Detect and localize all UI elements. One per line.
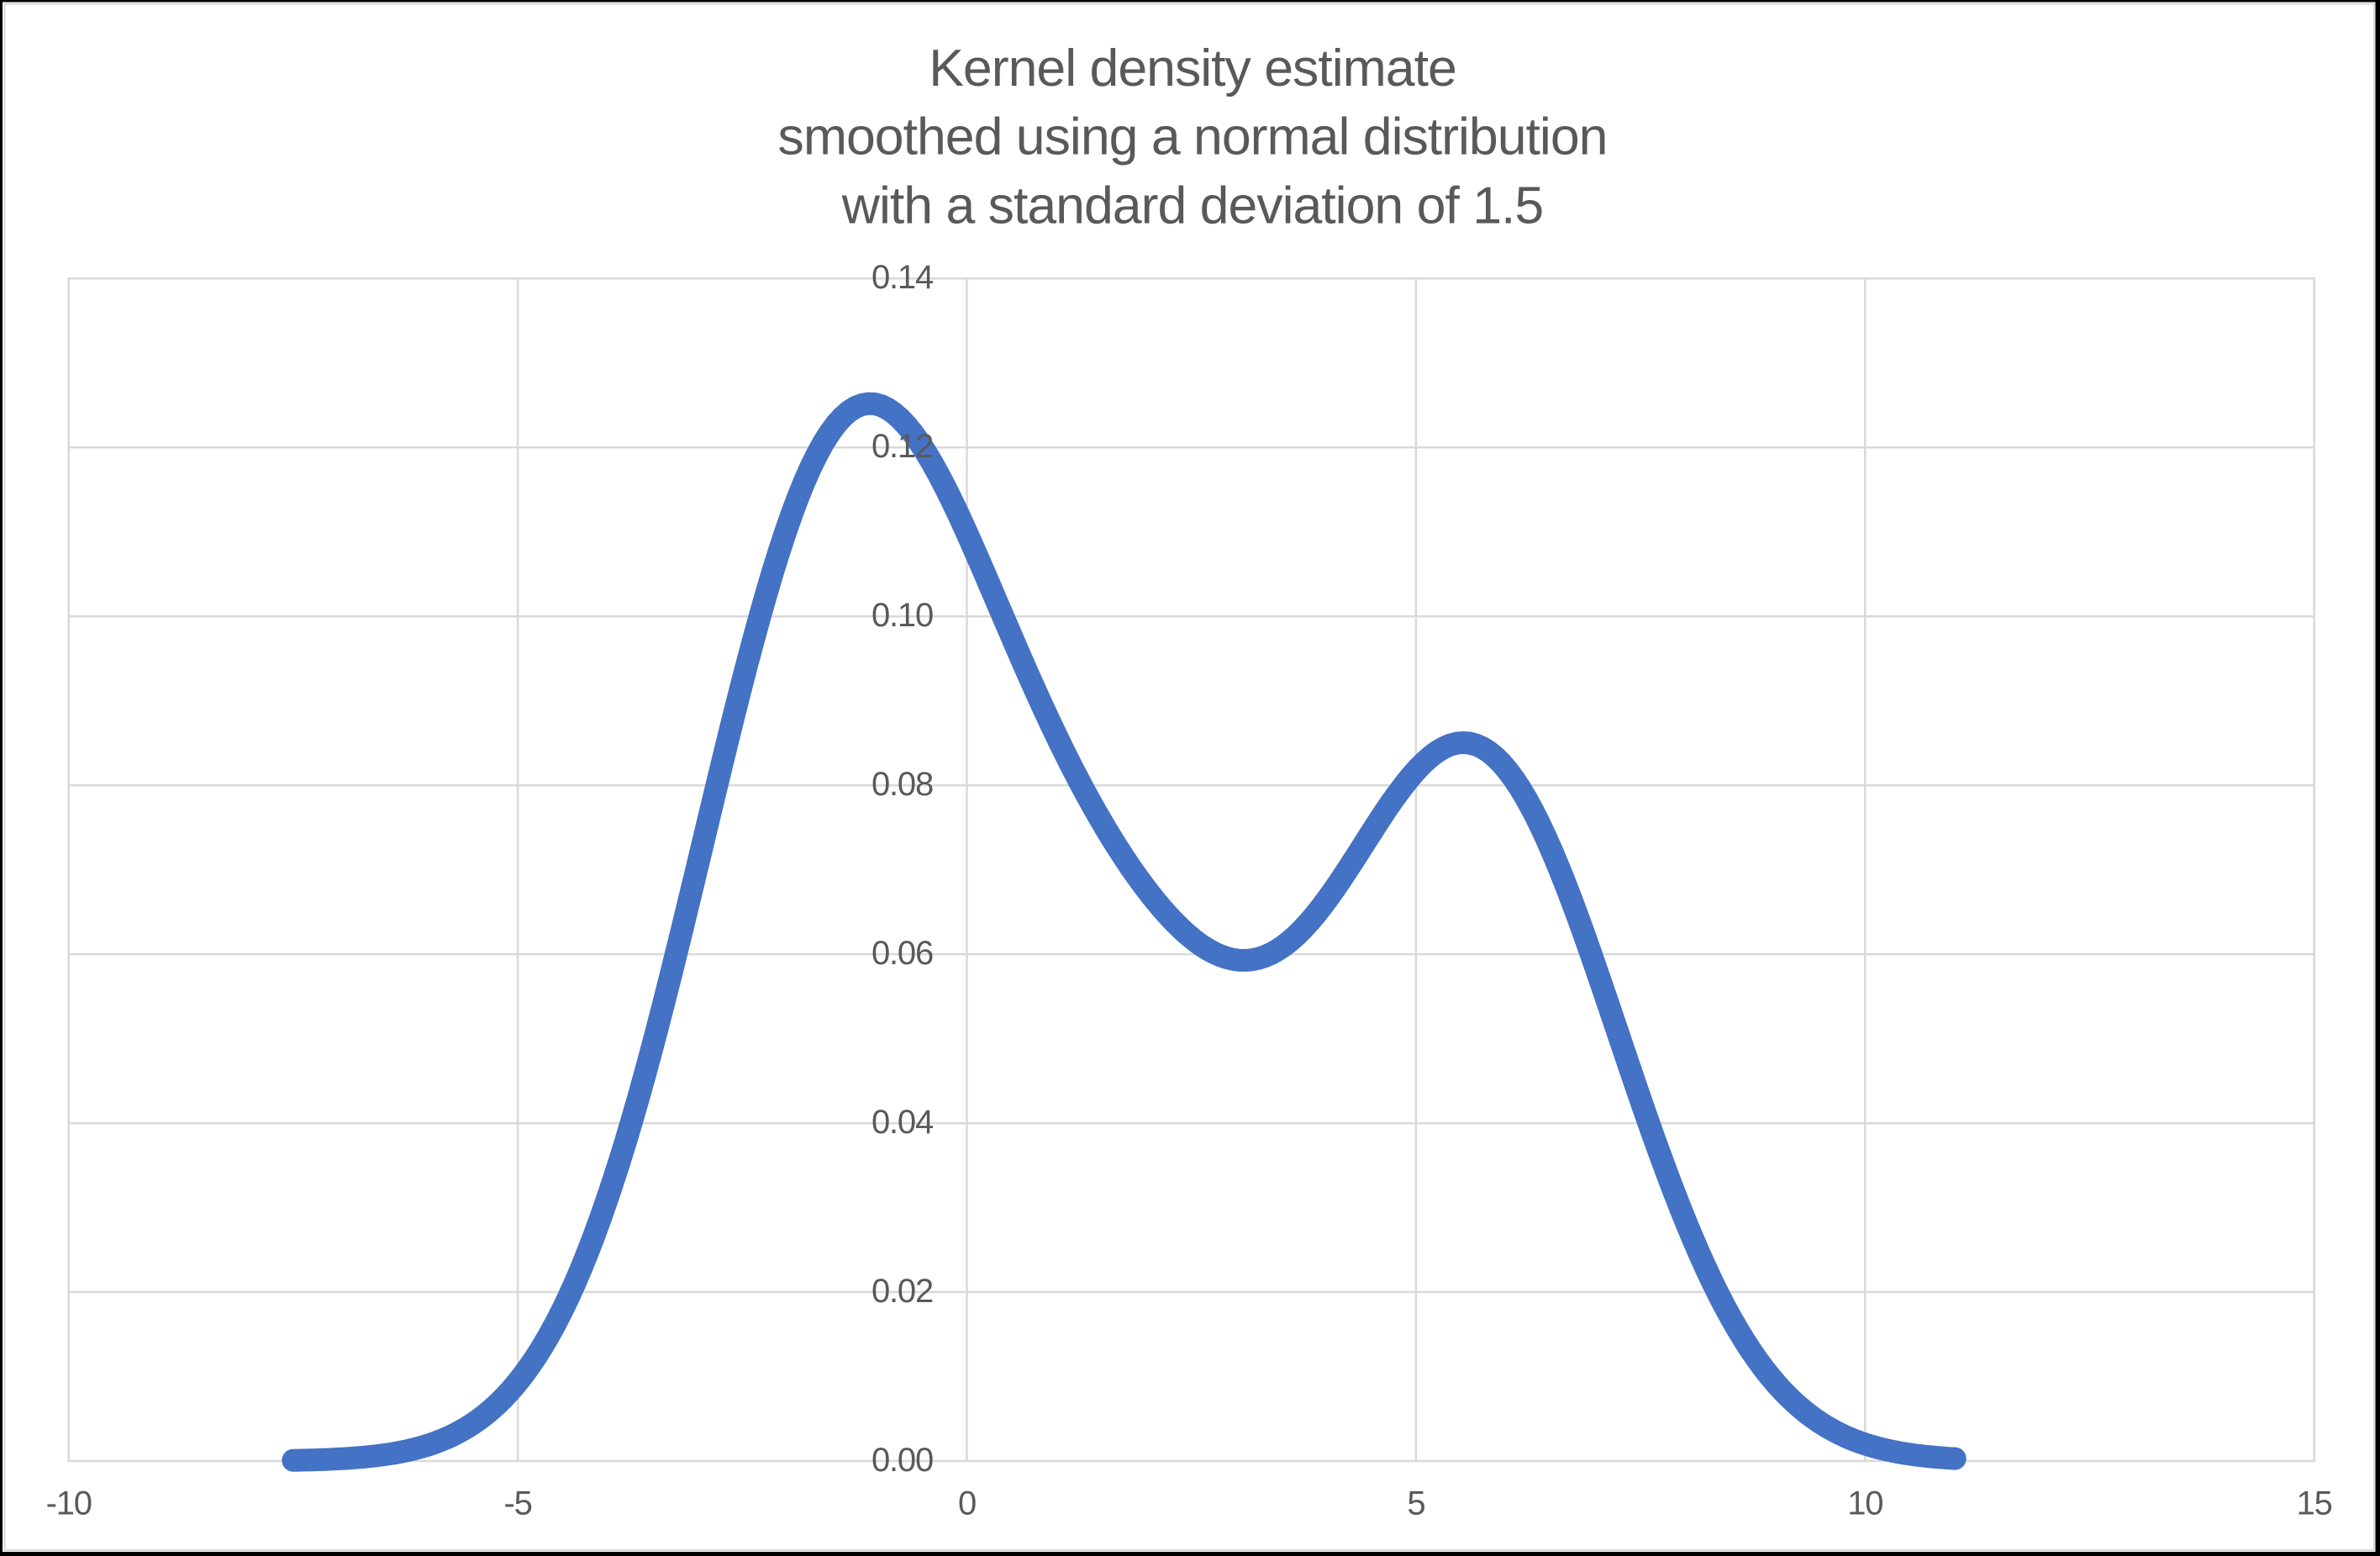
svg-text:-5: -5 — [504, 1485, 532, 1522]
svg-text:5: 5 — [1407, 1485, 1424, 1522]
svg-text:0.08: 0.08 — [871, 766, 933, 803]
svg-text:Kernel density estimate: Kernel density estimate — [929, 39, 1456, 98]
svg-text:0.00: 0.00 — [871, 1442, 933, 1479]
svg-text:0.10: 0.10 — [871, 597, 933, 634]
svg-text:0.14: 0.14 — [871, 259, 934, 296]
svg-text:15: 15 — [2297, 1485, 2332, 1522]
svg-text:0.06: 0.06 — [871, 935, 933, 972]
svg-text:0.12: 0.12 — [871, 428, 933, 465]
svg-text:with a standard deviation of 1: with a standard deviation of 1.5 — [841, 177, 1543, 235]
svg-text:smoothed using a normal distri: smoothed using a normal distribution — [778, 108, 1608, 166]
svg-text:0: 0 — [958, 1485, 976, 1522]
svg-text:10: 10 — [1847, 1485, 1882, 1522]
svg-text:-10: -10 — [46, 1485, 92, 1522]
svg-text:0.02: 0.02 — [871, 1273, 933, 1310]
svg-text:0.04: 0.04 — [871, 1104, 934, 1141]
